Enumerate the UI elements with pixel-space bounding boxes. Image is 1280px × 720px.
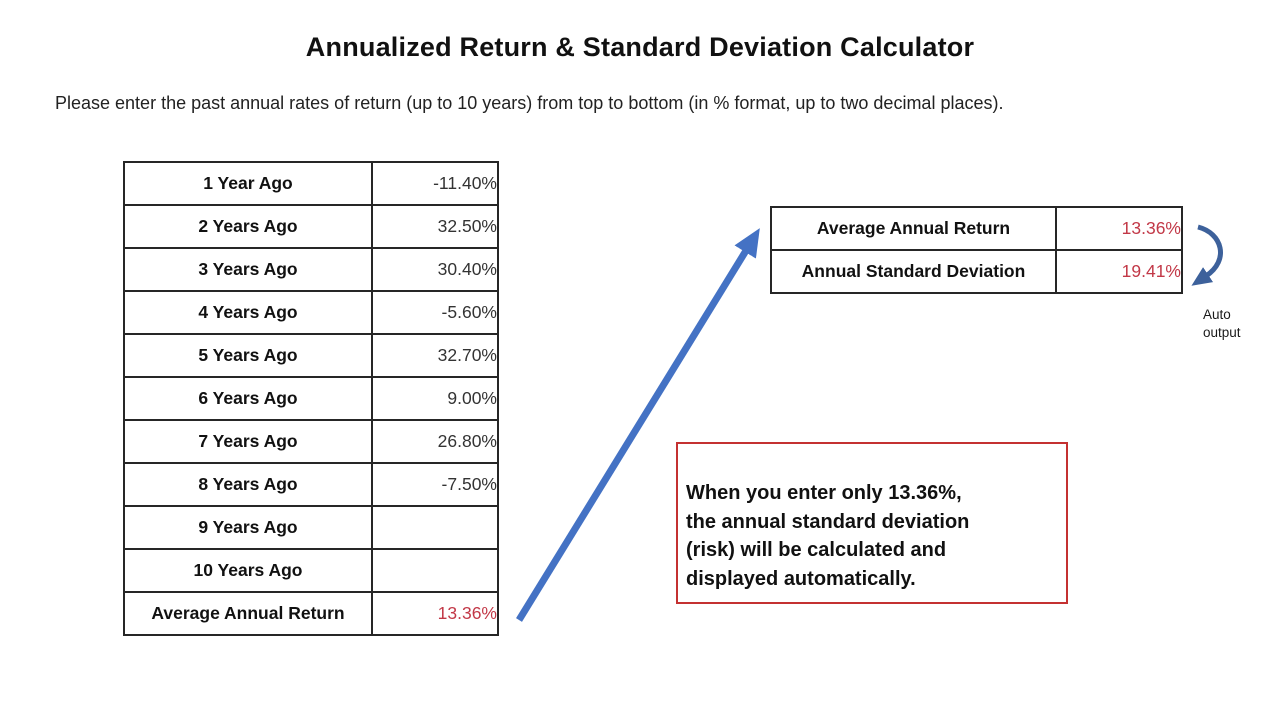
table-row: 10 Years Ago [123,548,499,593]
callout-box: When you enter only 13.36%, the annual s… [676,442,1068,604]
return-input-cell[interactable]: 32.70% [371,333,499,378]
table-row: Average Annual Return 13.36% [770,206,1183,251]
table-row: 8 Years Ago -7.50% [123,462,499,507]
output-value: 19.41% [1055,249,1183,294]
year-label: 4 Years Ago [123,290,373,335]
return-input-cell[interactable]: 30.40% [371,247,499,292]
output-label: Average Annual Return [770,206,1057,251]
instruction-text: Please enter the past annual rates of re… [55,93,1004,113]
year-label: 6 Years Ago [123,376,373,421]
year-label: 1 Year Ago [123,161,373,206]
output-results-table: Average Annual Return 13.36% Annual Stan… [770,206,1183,294]
return-input-cell[interactable]: 26.80% [371,419,499,464]
year-label: 7 Years Ago [123,419,373,464]
table-row: Average Annual Return 13.36% [123,591,499,636]
average-return-value: 13.36% [371,591,499,636]
output-label: Annual Standard Deviation [770,249,1057,294]
table-row: 9 Years Ago [123,505,499,550]
output-value: 13.36% [1055,206,1183,251]
year-label: 5 Years Ago [123,333,373,378]
auto-output-label: Auto output [1203,307,1241,340]
table-row: 6 Years Ago 9.00% [123,376,499,421]
table-row: 7 Years Ago 26.80% [123,419,499,464]
table-row: 1 Year Ago -11.40% [123,161,499,206]
return-input-cell[interactable]: -11.40% [371,161,499,206]
return-input-cell[interactable] [371,548,499,593]
average-return-label: Average Annual Return [123,591,373,636]
year-label: 8 Years Ago [123,462,373,507]
year-label: 10 Years Ago [123,548,373,593]
year-label: 3 Years Ago [123,247,373,292]
year-label: 9 Years Ago [123,505,373,550]
return-input-cell[interactable]: -5.60% [371,290,499,335]
table-row: 3 Years Ago 30.40% [123,247,499,292]
table-row: 5 Years Ago 32.70% [123,333,499,378]
auto-output-curved-arrow-icon [1191,224,1223,286]
table-row: 2 Years Ago 32.50% [123,204,499,249]
page-title: Annualized Return & Standard Deviation C… [305,32,975,62]
return-input-cell[interactable] [371,505,499,550]
callout-text: When you enter only 13.36%, the annual s… [686,481,970,591]
input-returns-table: 1 Year Ago -11.40% 2 Years Ago 32.50% 3 … [123,161,499,636]
return-input-cell[interactable]: 9.00% [371,376,499,421]
year-label: 2 Years Ago [123,204,373,249]
table-row: 4 Years Ago -5.60% [123,290,499,335]
return-input-cell[interactable]: -7.50% [371,462,499,507]
table-row: Annual Standard Deviation 19.41% [770,249,1183,294]
return-input-cell[interactable]: 32.50% [371,204,499,249]
